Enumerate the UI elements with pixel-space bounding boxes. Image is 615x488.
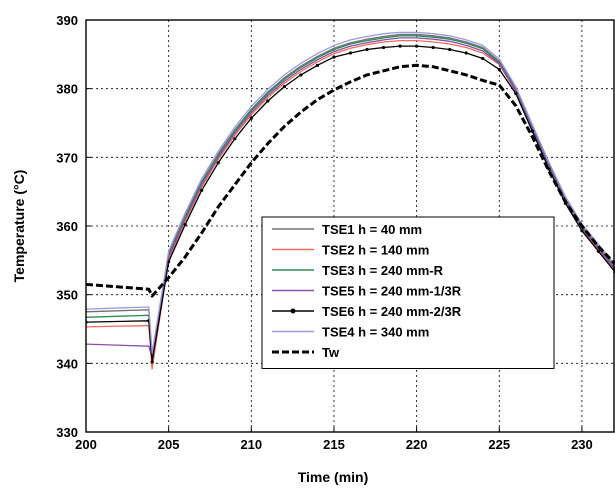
series-marker [365,47,369,52]
y-tick-label: 330 [56,425,78,440]
series-marker [596,249,601,254]
series-marker [348,51,353,55]
series-marker [497,67,501,72]
series-marker [315,63,320,67]
series-marker [514,91,518,96]
x-tick-labels: 200 205 210 215 220 225 230 [75,427,593,452]
y-tick-label: 380 [56,82,78,97]
y-axis-label: Temperature (°C) [11,170,27,283]
x-tick-label: 230 [571,437,593,452]
series-line-3 [86,37,615,359]
series-line-6 [86,63,615,298]
legend-label: TSE6 h = 240 mm-2/3R [322,304,462,319]
legend-label: TSE4 h = 340 mm [322,325,429,340]
y-tick-label: 370 [56,150,78,165]
series-marker [415,44,419,48]
series-line-5 [86,31,615,354]
series-lines [86,31,615,370]
x-tick-label: 200 [75,437,97,452]
series-marker [216,161,220,165]
series-marker [249,116,253,120]
series-marker [431,45,435,50]
y-tick-label: 350 [56,288,78,303]
legend-marker [290,308,296,314]
y-tick-labels: 330 340 350 360 370 380 390 [56,13,91,440]
series-marker [233,137,237,141]
x-tick-label: 210 [240,437,262,452]
legend-box [261,216,555,369]
y-tick-label: 360 [56,219,78,234]
y-tick-label: 340 [56,356,78,371]
series-marker [381,45,386,50]
series-marker [299,73,303,77]
series-marker [266,99,270,103]
x-axis-label: Time (min) [298,469,369,485]
series-marker [481,56,485,61]
series-marker [282,85,286,89]
x-tick-label: 205 [158,437,180,452]
legend-label: TSE5 h = 240 mm-1/3R [322,284,462,299]
x-tick-label: 225 [488,437,510,452]
series-marker [398,44,402,48]
x-tick-label: 215 [323,437,345,452]
series-marker [448,47,452,52]
x-tick-label: 220 [406,437,428,452]
series-marker [150,360,154,364]
legend-label: TSE2 h = 140 mm [322,243,429,258]
legend-label: Tw [322,345,340,360]
y-tick-label: 390 [56,13,78,28]
legend: TSE1 h = 40 mm TSE2 h = 140 mm TSE3 h = 24… [261,216,555,369]
legend-label: TSE1 h = 40 mm [322,222,422,237]
series-marker [580,229,584,233]
series-marker [183,223,187,227]
series-marker [200,188,204,192]
series-marker [530,129,534,133]
series-marker [464,51,468,55]
series-marker [332,55,336,59]
legend-label: TSE3 h = 240 mm-R [322,263,444,278]
series-marker [167,260,171,264]
